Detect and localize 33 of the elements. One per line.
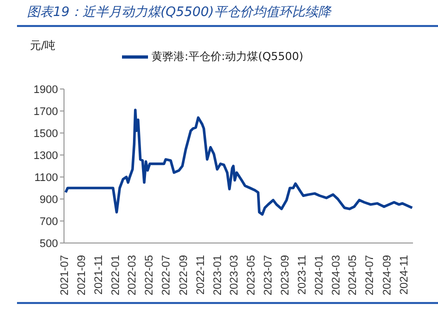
x-tick-label: 2024-03	[330, 255, 342, 296]
x-tick-label: 2023-07	[262, 255, 274, 296]
x-tick-label: 2023-03	[228, 255, 240, 296]
y-tick-label: 700	[40, 216, 58, 228]
x-tick-label: 2022-09	[178, 255, 190, 296]
x-tick-label: 2023-01	[212, 255, 224, 296]
y-tick-label: 1100	[34, 172, 58, 184]
x-tick-label: 2021-11	[93, 255, 106, 295]
x-tick-label: 2023-09	[280, 255, 292, 296]
x-tick-label: 2023-11	[296, 255, 309, 295]
x-tick-label: 2021-09	[76, 255, 88, 296]
x-tick-label: 2022-11	[194, 255, 207, 295]
x-tick-label: 2022-05	[144, 255, 156, 296]
y-axis-title: 元/吨	[30, 38, 56, 53]
x-tick-label: 2024-01	[314, 255, 326, 296]
x-tick-label: 2024-09	[382, 255, 394, 296]
y-tick-label: 500	[40, 238, 58, 250]
x-tick-label: 2024-07	[364, 255, 376, 296]
x-tick-label: 2024-05	[347, 255, 360, 296]
legend-label: 黄骅港:平仓价:动力煤(Q5500)	[152, 50, 304, 64]
x-tick-label: 2022-07	[160, 255, 173, 296]
x-tick-label: 2022-01	[110, 255, 122, 296]
chart-title: 图表19：近半月动力煤(Q5500)平仓价均值环比续降	[27, 4, 332, 21]
x-tick-label: 2021-07	[58, 255, 71, 296]
x-tick-label: 2023-05	[245, 255, 258, 296]
y-tick-label: 1900	[34, 84, 58, 96]
line-series	[64, 108, 413, 216]
x-tick-label: 2024-11	[398, 255, 410, 295]
y-tick-label: 1300	[34, 150, 58, 162]
x-tick-label: 2022-03	[126, 255, 139, 296]
y-tick-label: 1500	[34, 128, 58, 140]
y-tick-label: 900	[40, 194, 58, 206]
y-tick-label: 1700	[34, 106, 58, 118]
